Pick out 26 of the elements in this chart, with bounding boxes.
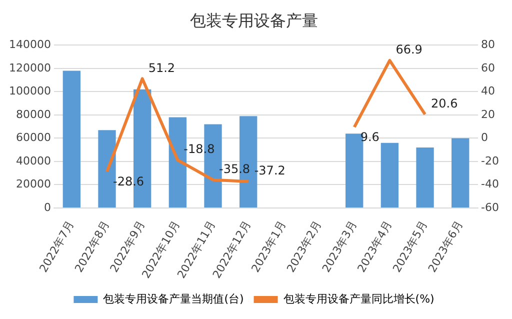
- bar: [380, 142, 399, 208]
- y2-tick-label: -40: [481, 178, 499, 191]
- bar: [62, 70, 80, 208]
- y2-tick-label: 0: [481, 131, 488, 144]
- y-tick-label: 20000: [16, 178, 51, 191]
- legend-label: 包装专用设备产量同比增长(%): [283, 292, 434, 306]
- y-tick-label: 120000: [8, 61, 51, 74]
- data-label: 51.2: [148, 60, 176, 75]
- y-tick-label: 0: [44, 200, 51, 214]
- y-tick-label: 40000: [16, 154, 51, 168]
- chart-title: 包装专用设备产量: [190, 10, 318, 30]
- y2-tick-label: -60: [481, 200, 499, 214]
- y-tick-label: 140000: [8, 38, 51, 52]
- y-tick-label: 100000: [8, 84, 51, 98]
- data-label: 66.9: [396, 42, 422, 57]
- y-tick-label: 80000: [16, 108, 51, 121]
- data-label: 20.6: [431, 96, 458, 110]
- y2-tick-label: -20: [481, 154, 499, 168]
- bar: [416, 148, 434, 208]
- y2-tick-label: 40: [481, 84, 496, 98]
- legend-label: 包装专用设备产量当期值(台): [103, 292, 244, 306]
- y-tick-label: 60000: [16, 131, 51, 144]
- y2-tick-label: 80: [481, 38, 496, 52]
- y2-tick-label: 60: [481, 61, 496, 74]
- y2-tick-label: 20: [481, 108, 496, 121]
- bar: [452, 138, 470, 208]
